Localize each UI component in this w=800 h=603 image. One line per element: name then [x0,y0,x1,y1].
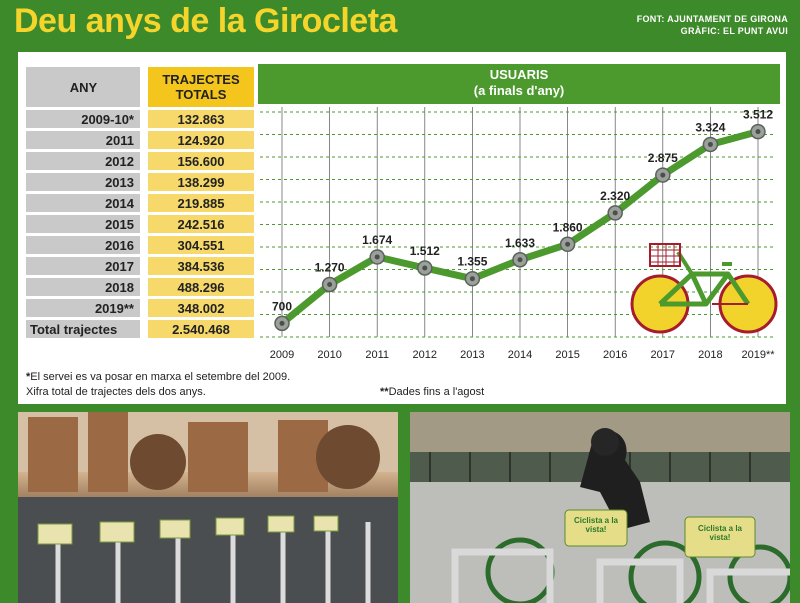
data-label: 1.674 [362,233,392,247]
chart-header: USUARIS (a finals d'any) [258,64,780,104]
table-year: 2015 [26,215,140,233]
x-tick-label: 2009 [270,349,294,361]
x-tick-label: 2013 [460,349,484,361]
x-tick-label: 2016 [603,349,627,361]
users-line-chart: 700 1.270 1.674 1.512 1.355 1.633 1.860 2.320 2.… [260,107,778,361]
chart-subtitle: (a finals d'any) [473,83,565,98]
table-year: 2014 [26,194,140,212]
table-trips: 384.536 [148,257,254,275]
table-year: 2019** [26,299,140,317]
table-trips: 304.551 [148,236,254,254]
table-year: 2018 [26,278,140,296]
table-year: 2017 [26,257,140,275]
data-point-center [279,320,285,326]
total-value: 2.540.468 [148,320,254,338]
table-row: 2014 219.885 [26,194,254,212]
data-point-center [327,282,333,287]
x-tick-label: 2010 [317,349,341,361]
x-tick-label: 2015 [555,349,579,361]
photo-bike-station-square [18,412,398,603]
x-tick-label: 2019** [741,349,775,361]
data-point-center [517,257,523,263]
table-row: 2013 138.299 [26,173,254,191]
source-credit: FONT: AJUNTAMENT DE GIRONA [636,14,788,24]
table-trips: 219.885 [148,194,254,212]
x-axis-labels: 2009 2010 2011 2012 2013 2014 2015 2016 2017 2018… [270,349,775,361]
data-label: 1.860 [553,220,583,234]
data-label: 700 [272,299,292,313]
data-label: 3.324 [695,120,725,134]
x-tick-label: 2012 [413,349,437,361]
table-trips: 156.600 [148,152,254,170]
header-trips-line1: TRAJECTES [162,72,240,87]
chart-grid [260,107,776,338]
table-row: 2018 488.296 [26,278,254,296]
trips-table: ANY TRAJECTES TOTALS 2009-10* 132.863 2011… [26,64,254,341]
data-point-center [660,172,666,178]
data-point-center [469,276,475,282]
bicycle-illustration [630,243,778,334]
total-label: Total trajectes [26,320,140,338]
table-year: 2013 [26,173,140,191]
data-label: 1.633 [505,236,535,250]
header-trips-line2: TOTALS [175,87,227,102]
table-trips: 124.920 [148,131,254,149]
data-point-center [374,254,380,260]
table-row: 2009-10* 132.863 [26,110,254,128]
data-point-center [612,210,618,216]
total-row: Total trajectes 2.540.468 [26,320,254,338]
table-trips: 348.002 [148,299,254,317]
table-trips: 488.296 [148,278,254,296]
graphic-credit: GRÀFIC: EL PUNT AVUI [680,26,788,36]
table-row: 2015 242.516 [26,215,254,233]
x-tick-label: 2018 [698,349,722,361]
x-tick-label: 2014 [508,349,532,361]
table-trips: 242.516 [148,215,254,233]
data-point-center [707,141,713,147]
header-year: ANY [26,67,140,107]
table-row: 2019** 348.002 [26,299,254,317]
footnotes: *El servei es va posar en marxa el setem… [26,370,484,400]
photo-cyclist-docking: Ciclista a la vista! Ciclista a la vista… [410,412,790,603]
table-year: 2011 [26,131,140,149]
chart-series: 700 1.270 1.674 1.512 1.355 1.633 1.860 2.320 2.… [272,108,773,332]
table-row: 2017 384.536 [26,257,254,275]
data-label: 2.320 [600,189,630,203]
table-year: 2016 [26,236,140,254]
footnote-1-line2: Xifra total de trajectes dels dos anys. [26,386,206,398]
photo-2-illustration [410,412,790,603]
footnote-2: **Dades fins a l'agost [380,386,485,398]
footnote-1: *El servei es va posar en marxa el setem… [26,371,291,383]
credits: FONT: AJUNTAMENT DE GIRONA GRÀFIC: EL PU… [637,13,788,37]
data-label: 1.512 [410,244,440,258]
photo-1-illustration [18,412,398,603]
table-row: 2011 124.920 [26,131,254,149]
x-tick-label: 2017 [651,349,675,361]
data-point-center [422,265,428,271]
photo-sign-label-2: Ciclista a la vista! [697,524,743,542]
photo-sign-label: Ciclista a la vista! [573,516,619,534]
data-point-center [565,241,571,247]
table-trips: 132.863 [148,110,254,128]
chart-title: USUARIS [489,67,549,82]
table-row: 2012 156.600 [26,152,254,170]
page-title: Deu anys de la Girocleta [14,2,397,40]
data-label: 1.355 [457,255,487,269]
data-point-center [755,129,761,135]
table-row: 2016 304.551 [26,236,254,254]
table-year: 2009-10* [26,110,140,128]
data-label: 1.270 [315,261,345,275]
table-trips: 138.299 [148,173,254,191]
data-label: 2.875 [648,151,678,165]
header-trips: TRAJECTES TOTALS [148,67,254,107]
table-year: 2012 [26,152,140,170]
data-label: 3.512 [743,108,773,122]
infographic-panel: ANY TRAJECTES TOTALS 2009-10* 132.863 2011… [18,52,786,404]
x-tick-label: 2011 [365,349,389,361]
